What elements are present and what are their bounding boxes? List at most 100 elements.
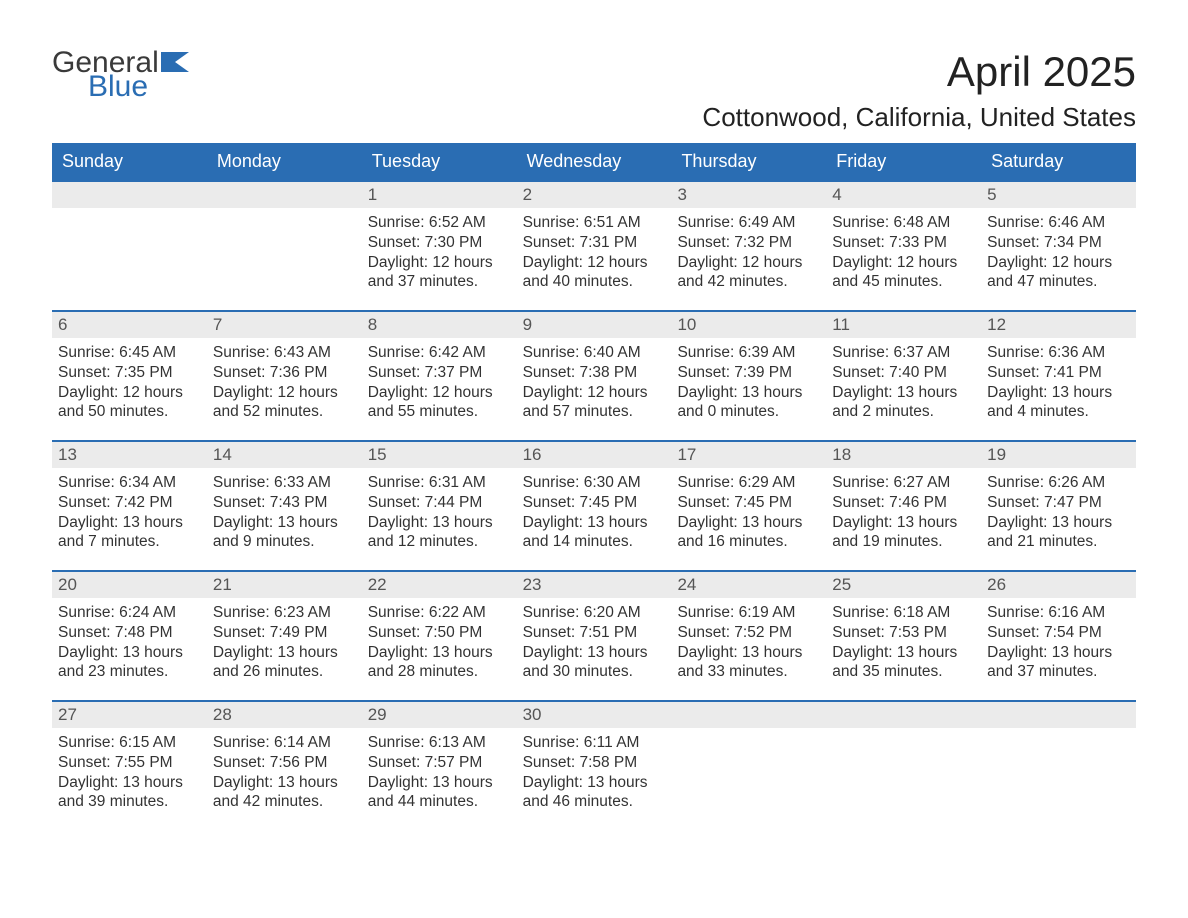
week-row: 6Sunrise: 6:45 AMSunset: 7:35 PMDaylight… — [52, 310, 1136, 440]
sunrise-text: Sunrise: 6:43 AM — [213, 343, 356, 363]
day-number: 10 — [671, 312, 826, 338]
day-number: 8 — [362, 312, 517, 338]
sunset-text: Sunset: 7:31 PM — [523, 233, 666, 253]
daylight-text-2: and 9 minutes. — [213, 532, 356, 552]
weeks-container: 1Sunrise: 6:52 AMSunset: 7:30 PMDaylight… — [52, 180, 1136, 830]
weekday-header-row: Sunday Monday Tuesday Wednesday Thursday… — [52, 143, 1136, 180]
day-number: 24 — [671, 572, 826, 598]
sunrise-text: Sunrise: 6:42 AM — [368, 343, 511, 363]
day-number: 12 — [981, 312, 1136, 338]
sunrise-text: Sunrise: 6:16 AM — [987, 603, 1130, 623]
day-body: Sunrise: 6:42 AMSunset: 7:37 PMDaylight:… — [362, 338, 517, 422]
sunset-text: Sunset: 7:50 PM — [368, 623, 511, 643]
day-cell: 25Sunrise: 6:18 AMSunset: 7:53 PMDayligh… — [826, 572, 981, 700]
daylight-text-1: Daylight: 12 hours — [677, 253, 820, 273]
sunrise-text: Sunrise: 6:19 AM — [677, 603, 820, 623]
daylight-text-1: Daylight: 13 hours — [677, 643, 820, 663]
sunrise-text: Sunrise: 6:23 AM — [213, 603, 356, 623]
day-body: Sunrise: 6:26 AMSunset: 7:47 PMDaylight:… — [981, 468, 1136, 552]
day-body: Sunrise: 6:23 AMSunset: 7:49 PMDaylight:… — [207, 598, 362, 682]
day-body: Sunrise: 6:15 AMSunset: 7:55 PMDaylight:… — [52, 728, 207, 812]
day-body: Sunrise: 6:13 AMSunset: 7:57 PMDaylight:… — [362, 728, 517, 812]
month-title: April 2025 — [702, 48, 1136, 96]
day-body: Sunrise: 6:43 AMSunset: 7:36 PMDaylight:… — [207, 338, 362, 422]
day-body: Sunrise: 6:14 AMSunset: 7:56 PMDaylight:… — [207, 728, 362, 812]
daylight-text-2: and 46 minutes. — [523, 792, 666, 812]
daylight-text-1: Daylight: 13 hours — [368, 513, 511, 533]
day-cell: 27Sunrise: 6:15 AMSunset: 7:55 PMDayligh… — [52, 702, 207, 830]
daylight-text-1: Daylight: 13 hours — [213, 773, 356, 793]
daylight-text-1: Daylight: 12 hours — [368, 383, 511, 403]
weekday-monday: Monday — [207, 143, 362, 180]
daylight-text-2: and 42 minutes. — [677, 272, 820, 292]
sunrise-text: Sunrise: 6:27 AM — [832, 473, 975, 493]
sunset-text: Sunset: 7:52 PM — [677, 623, 820, 643]
day-number: 15 — [362, 442, 517, 468]
daylight-text-1: Daylight: 13 hours — [677, 513, 820, 533]
day-cell: 17Sunrise: 6:29 AMSunset: 7:45 PMDayligh… — [671, 442, 826, 570]
sunset-text: Sunset: 7:48 PM — [58, 623, 201, 643]
day-body: Sunrise: 6:19 AMSunset: 7:52 PMDaylight:… — [671, 598, 826, 682]
sunset-text: Sunset: 7:56 PM — [213, 753, 356, 773]
logo: General Blue — [52, 48, 191, 102]
sunrise-text: Sunrise: 6:34 AM — [58, 473, 201, 493]
daylight-text-2: and 16 minutes. — [677, 532, 820, 552]
daylight-text-1: Daylight: 13 hours — [58, 773, 201, 793]
day-body: Sunrise: 6:18 AMSunset: 7:53 PMDaylight:… — [826, 598, 981, 682]
sunrise-text: Sunrise: 6:46 AM — [987, 213, 1130, 233]
day-number: 5 — [981, 182, 1136, 208]
day-cell: 12Sunrise: 6:36 AMSunset: 7:41 PMDayligh… — [981, 312, 1136, 440]
daylight-text-2: and 2 minutes. — [832, 402, 975, 422]
location-text: Cottonwood, California, United States — [702, 102, 1136, 133]
sunrise-text: Sunrise: 6:15 AM — [58, 733, 201, 753]
sunrise-text: Sunrise: 6:52 AM — [368, 213, 511, 233]
day-number: 4 — [826, 182, 981, 208]
daylight-text-1: Daylight: 13 hours — [677, 383, 820, 403]
day-body: Sunrise: 6:36 AMSunset: 7:41 PMDaylight:… — [981, 338, 1136, 422]
day-cell: 20Sunrise: 6:24 AMSunset: 7:48 PMDayligh… — [52, 572, 207, 700]
daylight-text-1: Daylight: 12 hours — [523, 383, 666, 403]
sunrise-text: Sunrise: 6:20 AM — [523, 603, 666, 623]
day-number: 16 — [517, 442, 672, 468]
day-body: Sunrise: 6:51 AMSunset: 7:31 PMDaylight:… — [517, 208, 672, 292]
daylight-text-2: and 14 minutes. — [523, 532, 666, 552]
day-cell: 28Sunrise: 6:14 AMSunset: 7:56 PMDayligh… — [207, 702, 362, 830]
sunset-text: Sunset: 7:49 PM — [213, 623, 356, 643]
sunrise-text: Sunrise: 6:37 AM — [832, 343, 975, 363]
day-body: Sunrise: 6:52 AMSunset: 7:30 PMDaylight:… — [362, 208, 517, 292]
daylight-text-1: Daylight: 12 hours — [58, 383, 201, 403]
sunset-text: Sunset: 7:58 PM — [523, 753, 666, 773]
sunset-text: Sunset: 7:41 PM — [987, 363, 1130, 383]
day-number-empty — [981, 702, 1136, 728]
week-row: 1Sunrise: 6:52 AMSunset: 7:30 PMDaylight… — [52, 180, 1136, 310]
daylight-text-2: and 37 minutes. — [368, 272, 511, 292]
logo-word-2: Blue — [52, 72, 191, 102]
daylight-text-2: and 52 minutes. — [213, 402, 356, 422]
day-number: 11 — [826, 312, 981, 338]
day-body: Sunrise: 6:11 AMSunset: 7:58 PMDaylight:… — [517, 728, 672, 812]
weekday-sunday: Sunday — [52, 143, 207, 180]
daylight-text-1: Daylight: 12 hours — [368, 253, 511, 273]
sunset-text: Sunset: 7:45 PM — [523, 493, 666, 513]
day-cell: 6Sunrise: 6:45 AMSunset: 7:35 PMDaylight… — [52, 312, 207, 440]
day-cell: 19Sunrise: 6:26 AMSunset: 7:47 PMDayligh… — [981, 442, 1136, 570]
day-number: 13 — [52, 442, 207, 468]
daylight-text-1: Daylight: 13 hours — [523, 773, 666, 793]
day-number: 6 — [52, 312, 207, 338]
week-row: 13Sunrise: 6:34 AMSunset: 7:42 PMDayligh… — [52, 440, 1136, 570]
daylight-text-2: and 33 minutes. — [677, 662, 820, 682]
day-number: 25 — [826, 572, 981, 598]
sunset-text: Sunset: 7:40 PM — [832, 363, 975, 383]
sunrise-text: Sunrise: 6:22 AM — [368, 603, 511, 623]
daylight-text-2: and 19 minutes. — [832, 532, 975, 552]
header: General Blue April 2025 Cottonwood, Cali… — [52, 48, 1136, 133]
day-body: Sunrise: 6:24 AMSunset: 7:48 PMDaylight:… — [52, 598, 207, 682]
day-cell: 4Sunrise: 6:48 AMSunset: 7:33 PMDaylight… — [826, 182, 981, 310]
day-cell: 23Sunrise: 6:20 AMSunset: 7:51 PMDayligh… — [517, 572, 672, 700]
daylight-text-2: and 21 minutes. — [987, 532, 1130, 552]
daylight-text-2: and 12 minutes. — [368, 532, 511, 552]
daylight-text-2: and 47 minutes. — [987, 272, 1130, 292]
day-number: 21 — [207, 572, 362, 598]
day-body: Sunrise: 6:37 AMSunset: 7:40 PMDaylight:… — [826, 338, 981, 422]
day-cell: 2Sunrise: 6:51 AMSunset: 7:31 PMDaylight… — [517, 182, 672, 310]
